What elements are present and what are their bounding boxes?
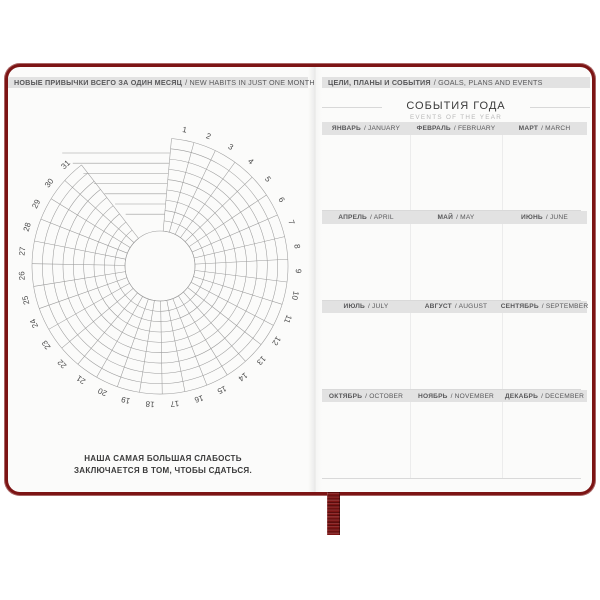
svg-text:6: 6	[276, 196, 286, 205]
svg-text:11: 11	[282, 313, 294, 325]
svg-text:25: 25	[20, 294, 31, 305]
svg-text:7: 7	[286, 219, 296, 227]
svg-text:15: 15	[215, 384, 227, 396]
svg-text:22: 22	[55, 357, 68, 370]
svg-text:16: 16	[193, 393, 205, 404]
svg-text:3: 3	[226, 142, 235, 152]
svg-text:18: 18	[145, 399, 155, 409]
svg-text:13: 13	[255, 354, 268, 367]
svg-text:24: 24	[28, 317, 40, 329]
svg-text:4: 4	[246, 157, 256, 167]
svg-text:29: 29	[30, 198, 42, 210]
svg-text:17: 17	[169, 399, 179, 409]
svg-text:30: 30	[43, 176, 56, 189]
svg-text:12: 12	[270, 335, 283, 348]
svg-text:10: 10	[290, 290, 301, 301]
svg-text:9: 9	[294, 269, 303, 274]
svg-text:28: 28	[22, 221, 33, 233]
svg-text:23: 23	[40, 338, 53, 351]
svg-text:14: 14	[236, 371, 249, 384]
svg-text:20: 20	[96, 386, 108, 398]
svg-text:27: 27	[17, 246, 27, 256]
svg-text:5: 5	[263, 175, 273, 185]
svg-text:1: 1	[182, 125, 189, 135]
svg-text:21: 21	[74, 373, 87, 386]
svg-text:31: 31	[59, 158, 72, 171]
svg-text:19: 19	[120, 394, 131, 405]
svg-text:26: 26	[17, 271, 27, 281]
svg-text:2: 2	[205, 131, 213, 141]
svg-text:8: 8	[292, 244, 302, 250]
